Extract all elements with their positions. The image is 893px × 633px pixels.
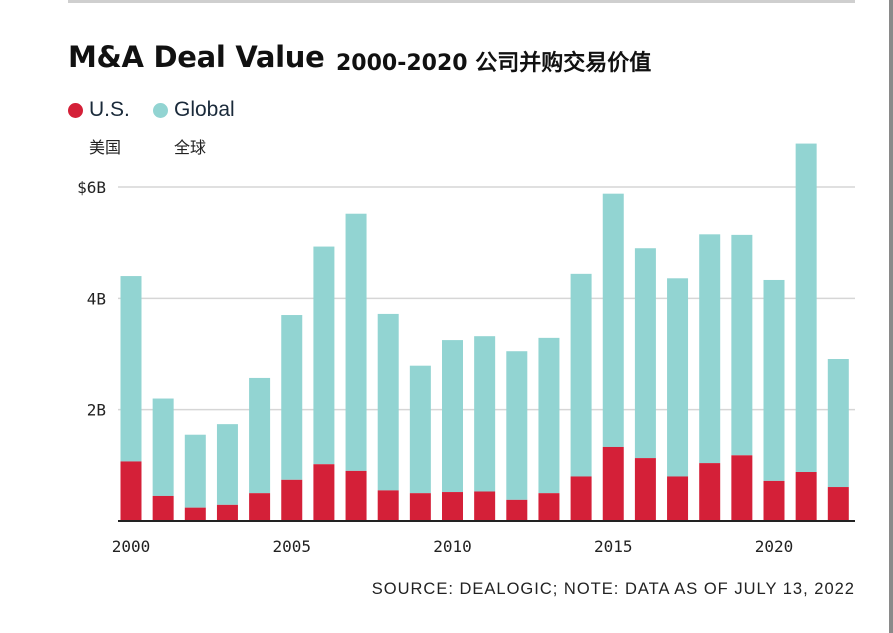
window-edge xyxy=(889,0,893,633)
bar-us-2022 xyxy=(827,487,849,521)
bar-us-2008 xyxy=(377,490,399,521)
bar-global-2006 xyxy=(313,246,335,465)
bar-us-2012 xyxy=(506,499,528,521)
bar-global-2019 xyxy=(731,234,753,456)
bar-global-2004 xyxy=(249,377,271,494)
legend-sublabel-us: 美国 xyxy=(89,138,122,157)
bar-us-2001 xyxy=(152,495,174,521)
bar-global-2009 xyxy=(409,365,431,494)
bar-us-2019 xyxy=(731,455,753,521)
bar-global-2020 xyxy=(763,279,785,481)
bar-global-2013 xyxy=(538,337,560,494)
bar-us-2021 xyxy=(795,472,817,521)
legend-swatch-global xyxy=(153,103,168,118)
bar-global-2000 xyxy=(120,276,142,462)
bar-global-2016 xyxy=(634,248,656,459)
bar-us-2002 xyxy=(184,507,206,521)
legend-label-us: U.S. xyxy=(89,98,130,121)
bar-us-2020 xyxy=(763,480,785,521)
bar-global-2003 xyxy=(216,424,238,505)
bar-us-2009 xyxy=(409,493,431,521)
bar-us-2000 xyxy=(120,461,142,521)
bar-global-2002 xyxy=(184,434,206,508)
bar-us-2013 xyxy=(538,493,560,521)
bar-global-2021 xyxy=(795,143,817,473)
bar-us-2007 xyxy=(345,470,367,521)
y-tick-label: 4B xyxy=(87,289,106,308)
y-tick-label: 2B xyxy=(87,401,106,420)
bar-us-2014 xyxy=(570,476,592,521)
bar-global-2012 xyxy=(506,351,528,500)
bar-us-2005 xyxy=(281,479,303,521)
bar-global-2015 xyxy=(602,193,624,447)
x-tick-label: 2010 xyxy=(433,537,472,556)
bar-us-2010 xyxy=(442,492,463,521)
y-tick-label: $6B xyxy=(77,178,106,197)
bar-us-2004 xyxy=(249,493,271,521)
bar-global-2018 xyxy=(699,234,721,464)
x-tick-label: 2015 xyxy=(594,537,633,556)
x-tick-label: 2005 xyxy=(272,537,311,556)
bar-global-2011 xyxy=(474,336,496,492)
bar-us-2016 xyxy=(634,458,656,521)
top-rule xyxy=(68,0,855,3)
bar-us-2003 xyxy=(216,504,238,521)
legend-label-global: Global xyxy=(174,98,235,121)
legend-sublabel-global: 全球 xyxy=(174,138,207,157)
bar-global-2007 xyxy=(345,213,367,471)
bar-us-2018 xyxy=(699,463,721,521)
bar-global-2022 xyxy=(827,359,849,488)
bar-global-2017 xyxy=(667,278,689,477)
bar-global-2010 xyxy=(442,340,463,493)
bar-us-2017 xyxy=(667,476,689,521)
bar-us-2015 xyxy=(602,446,624,521)
legend-swatch-us xyxy=(68,103,83,118)
source-note: SOURCE: DEALOGIC; NOTE: DATA AS OF JULY … xyxy=(371,580,855,598)
bar-us-2006 xyxy=(313,464,335,521)
bar-global-2008 xyxy=(377,313,399,491)
chart-title: M&A Deal Value xyxy=(68,40,325,74)
x-tick-label: 2000 xyxy=(112,537,151,556)
bar-global-2014 xyxy=(570,273,592,477)
x-tick-label: 2020 xyxy=(755,537,794,556)
bar-global-2001 xyxy=(152,398,174,496)
chart-subtitle: 2000-2020 公司并购交易价值 xyxy=(336,51,652,76)
bar-us-2011 xyxy=(474,491,496,521)
bar-global-2005 xyxy=(281,315,303,480)
